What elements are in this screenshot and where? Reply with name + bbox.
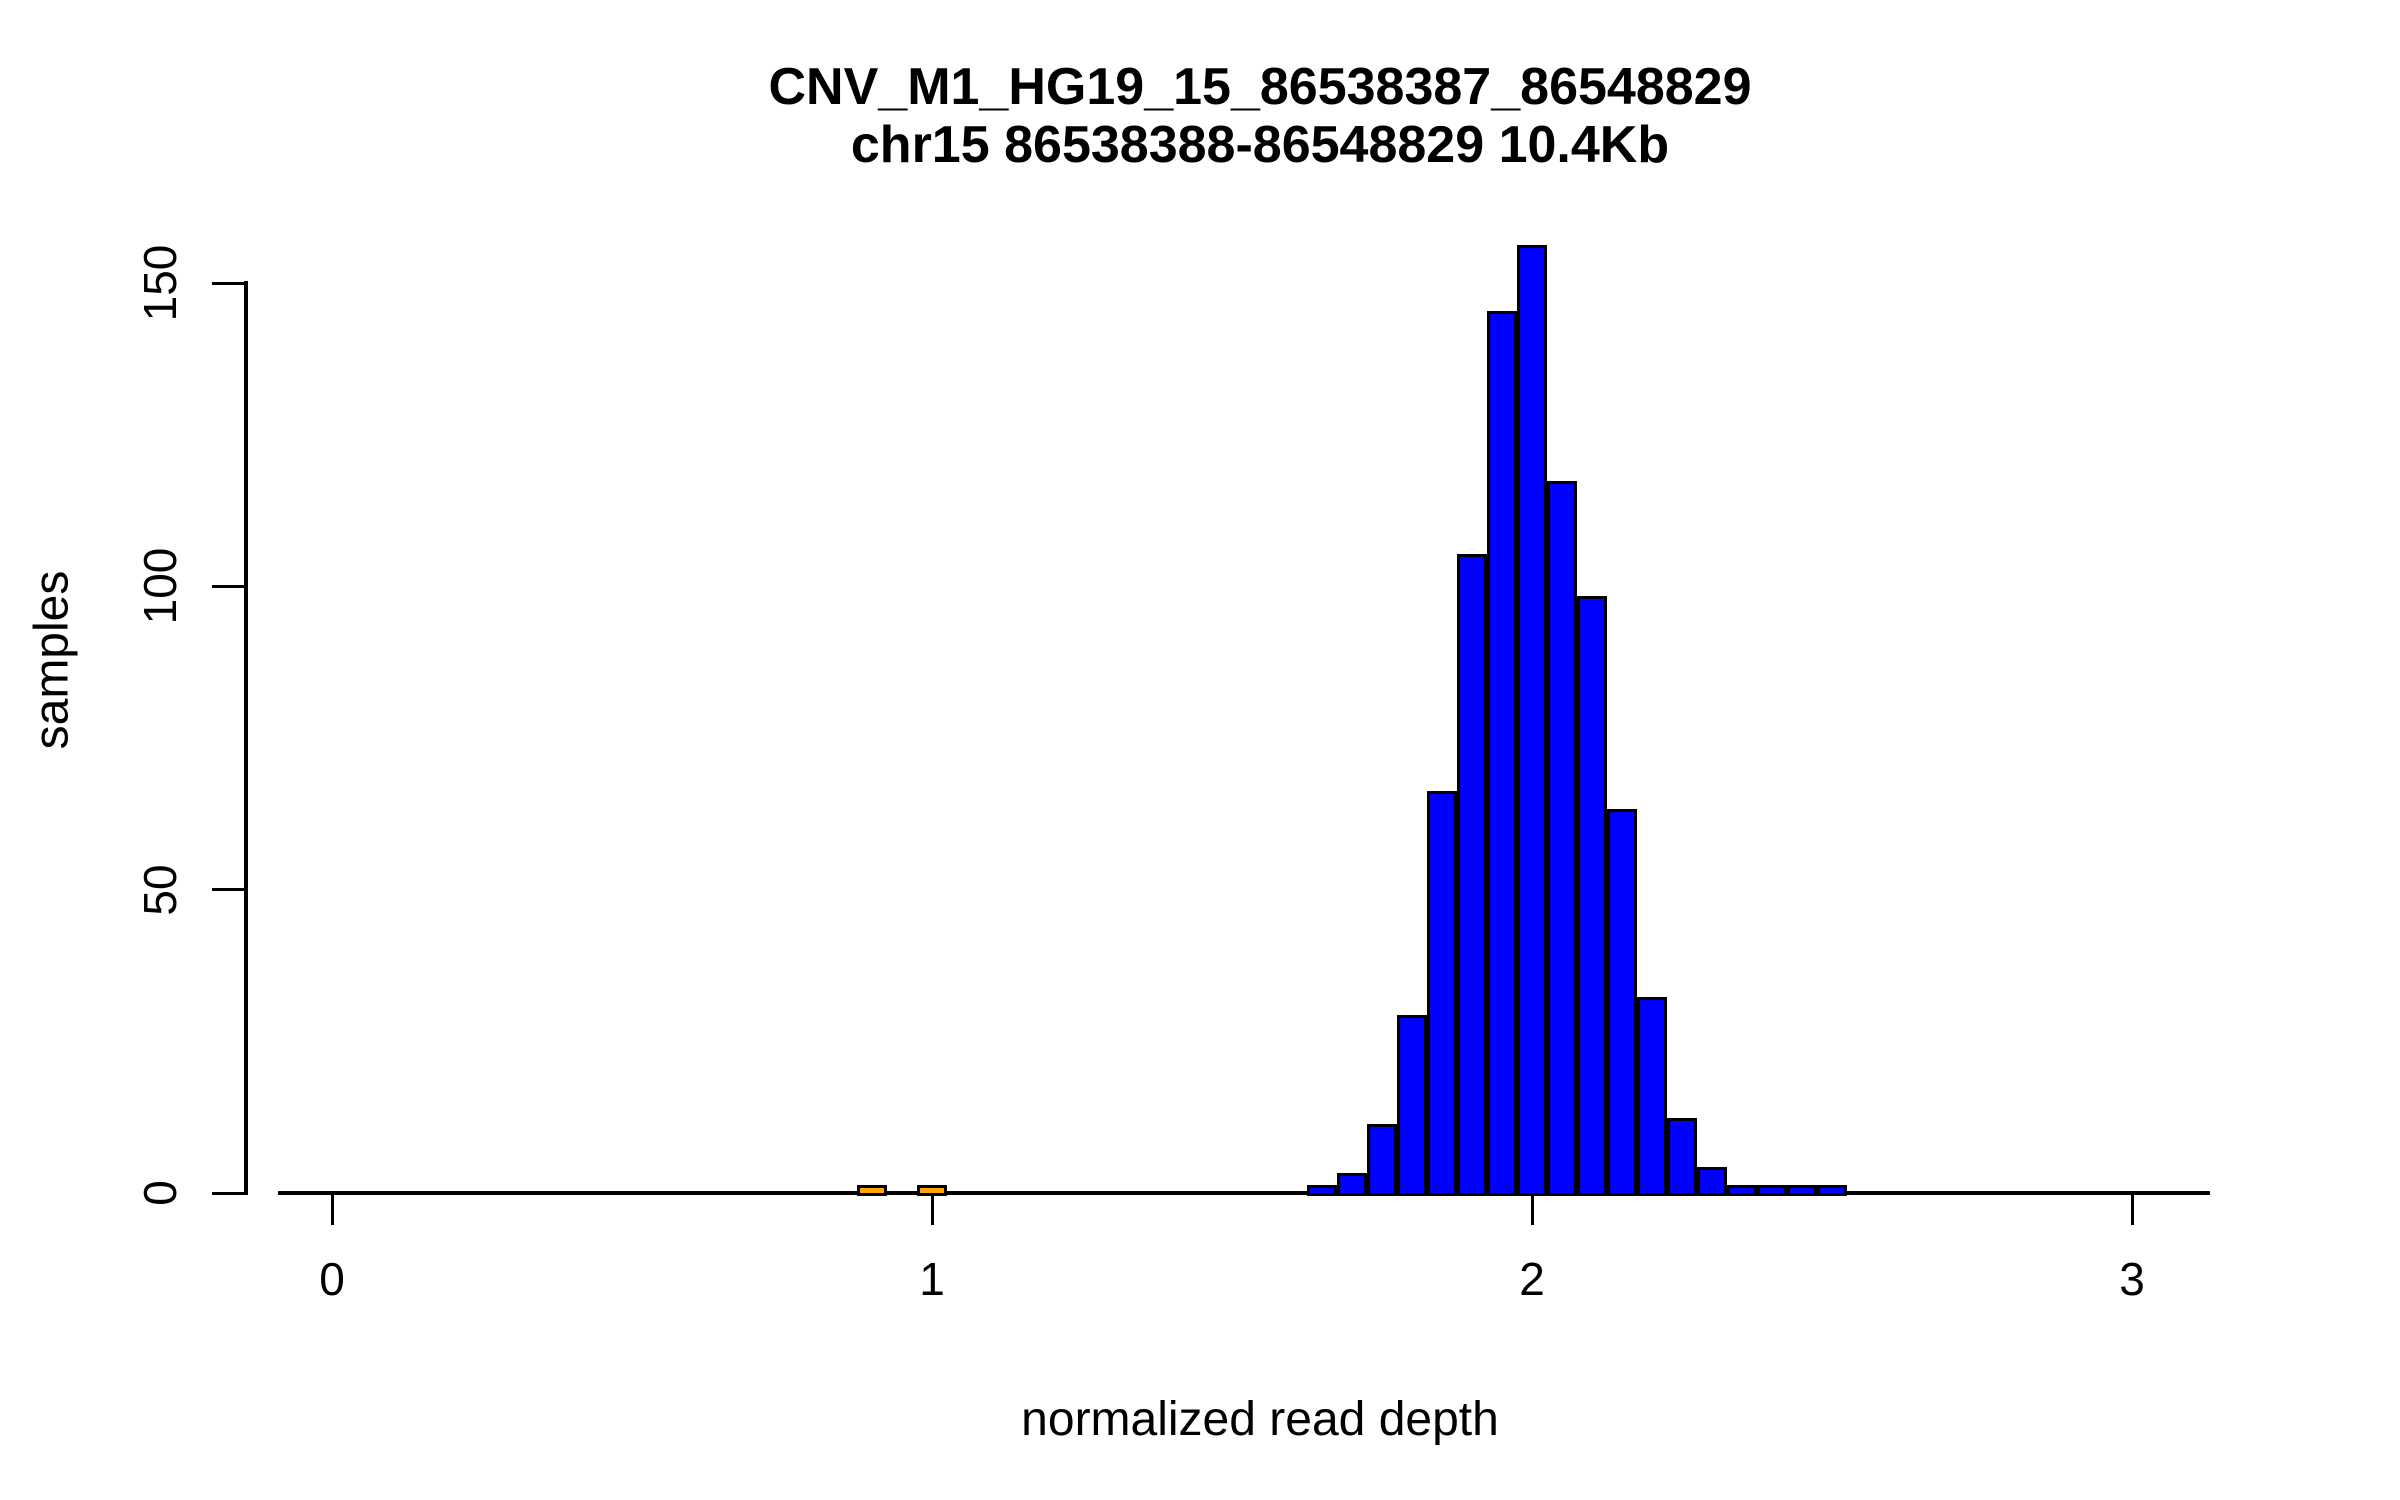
histogram-bar bbox=[1637, 996, 1667, 1196]
y-tick-label-text: 100 bbox=[134, 547, 186, 625]
histogram-bar bbox=[1547, 481, 1577, 1196]
x-tick-label: 0 bbox=[319, 1253, 345, 1305]
histogram-bar bbox=[917, 1184, 947, 1196]
x-axis-title: normalized read depth bbox=[1021, 1393, 1499, 1446]
histogram-bar bbox=[1367, 1124, 1397, 1196]
histogram-bar bbox=[1397, 1015, 1427, 1196]
y-tick-label-text: 0 bbox=[134, 1180, 186, 1206]
histogram-bar bbox=[1427, 790, 1457, 1196]
histogram-bar bbox=[1727, 1184, 1757, 1196]
x-tick-label: 2 bbox=[1519, 1253, 1545, 1305]
y-tick bbox=[212, 584, 244, 588]
histogram-bar bbox=[1667, 1118, 1697, 1196]
chart-title: CNV_M1_HG19_15_86538387_86548829 bbox=[768, 58, 1752, 116]
x-tick bbox=[330, 1195, 334, 1225]
chart-subtitle: chr15 86538388-86548829 10.4Kb bbox=[850, 116, 1670, 174]
histogram-bar bbox=[1577, 596, 1607, 1196]
y-axis-title-text: samples bbox=[25, 570, 79, 750]
x-tick bbox=[930, 1195, 934, 1225]
histogram-bar bbox=[1787, 1184, 1817, 1196]
y-tick bbox=[212, 281, 244, 285]
histogram-bar bbox=[1817, 1184, 1847, 1196]
y-tick-label-text: 50 bbox=[134, 864, 186, 916]
histogram-bar bbox=[1487, 311, 1517, 1196]
histogram-bar bbox=[857, 1184, 887, 1196]
histogram-bar bbox=[1337, 1172, 1367, 1196]
x-axis-line bbox=[278, 1191, 2210, 1195]
x-tick-label: 1 bbox=[919, 1253, 945, 1305]
x-tick-label: 3 bbox=[2119, 1253, 2145, 1305]
histogram-bar bbox=[1307, 1184, 1337, 1196]
y-tick bbox=[212, 888, 244, 892]
x-tick bbox=[1530, 1195, 1534, 1225]
y-axis-line bbox=[244, 281, 248, 1195]
x-tick bbox=[2130, 1195, 2134, 1225]
y-tick-label-text: 150 bbox=[134, 244, 186, 322]
histogram-bar bbox=[1517, 244, 1547, 1196]
histogram-bar bbox=[1457, 554, 1487, 1196]
histogram-bar bbox=[1697, 1166, 1727, 1196]
histogram-bar bbox=[1607, 808, 1637, 1196]
y-tick bbox=[212, 1191, 244, 1195]
histogram-bar bbox=[1757, 1184, 1787, 1196]
